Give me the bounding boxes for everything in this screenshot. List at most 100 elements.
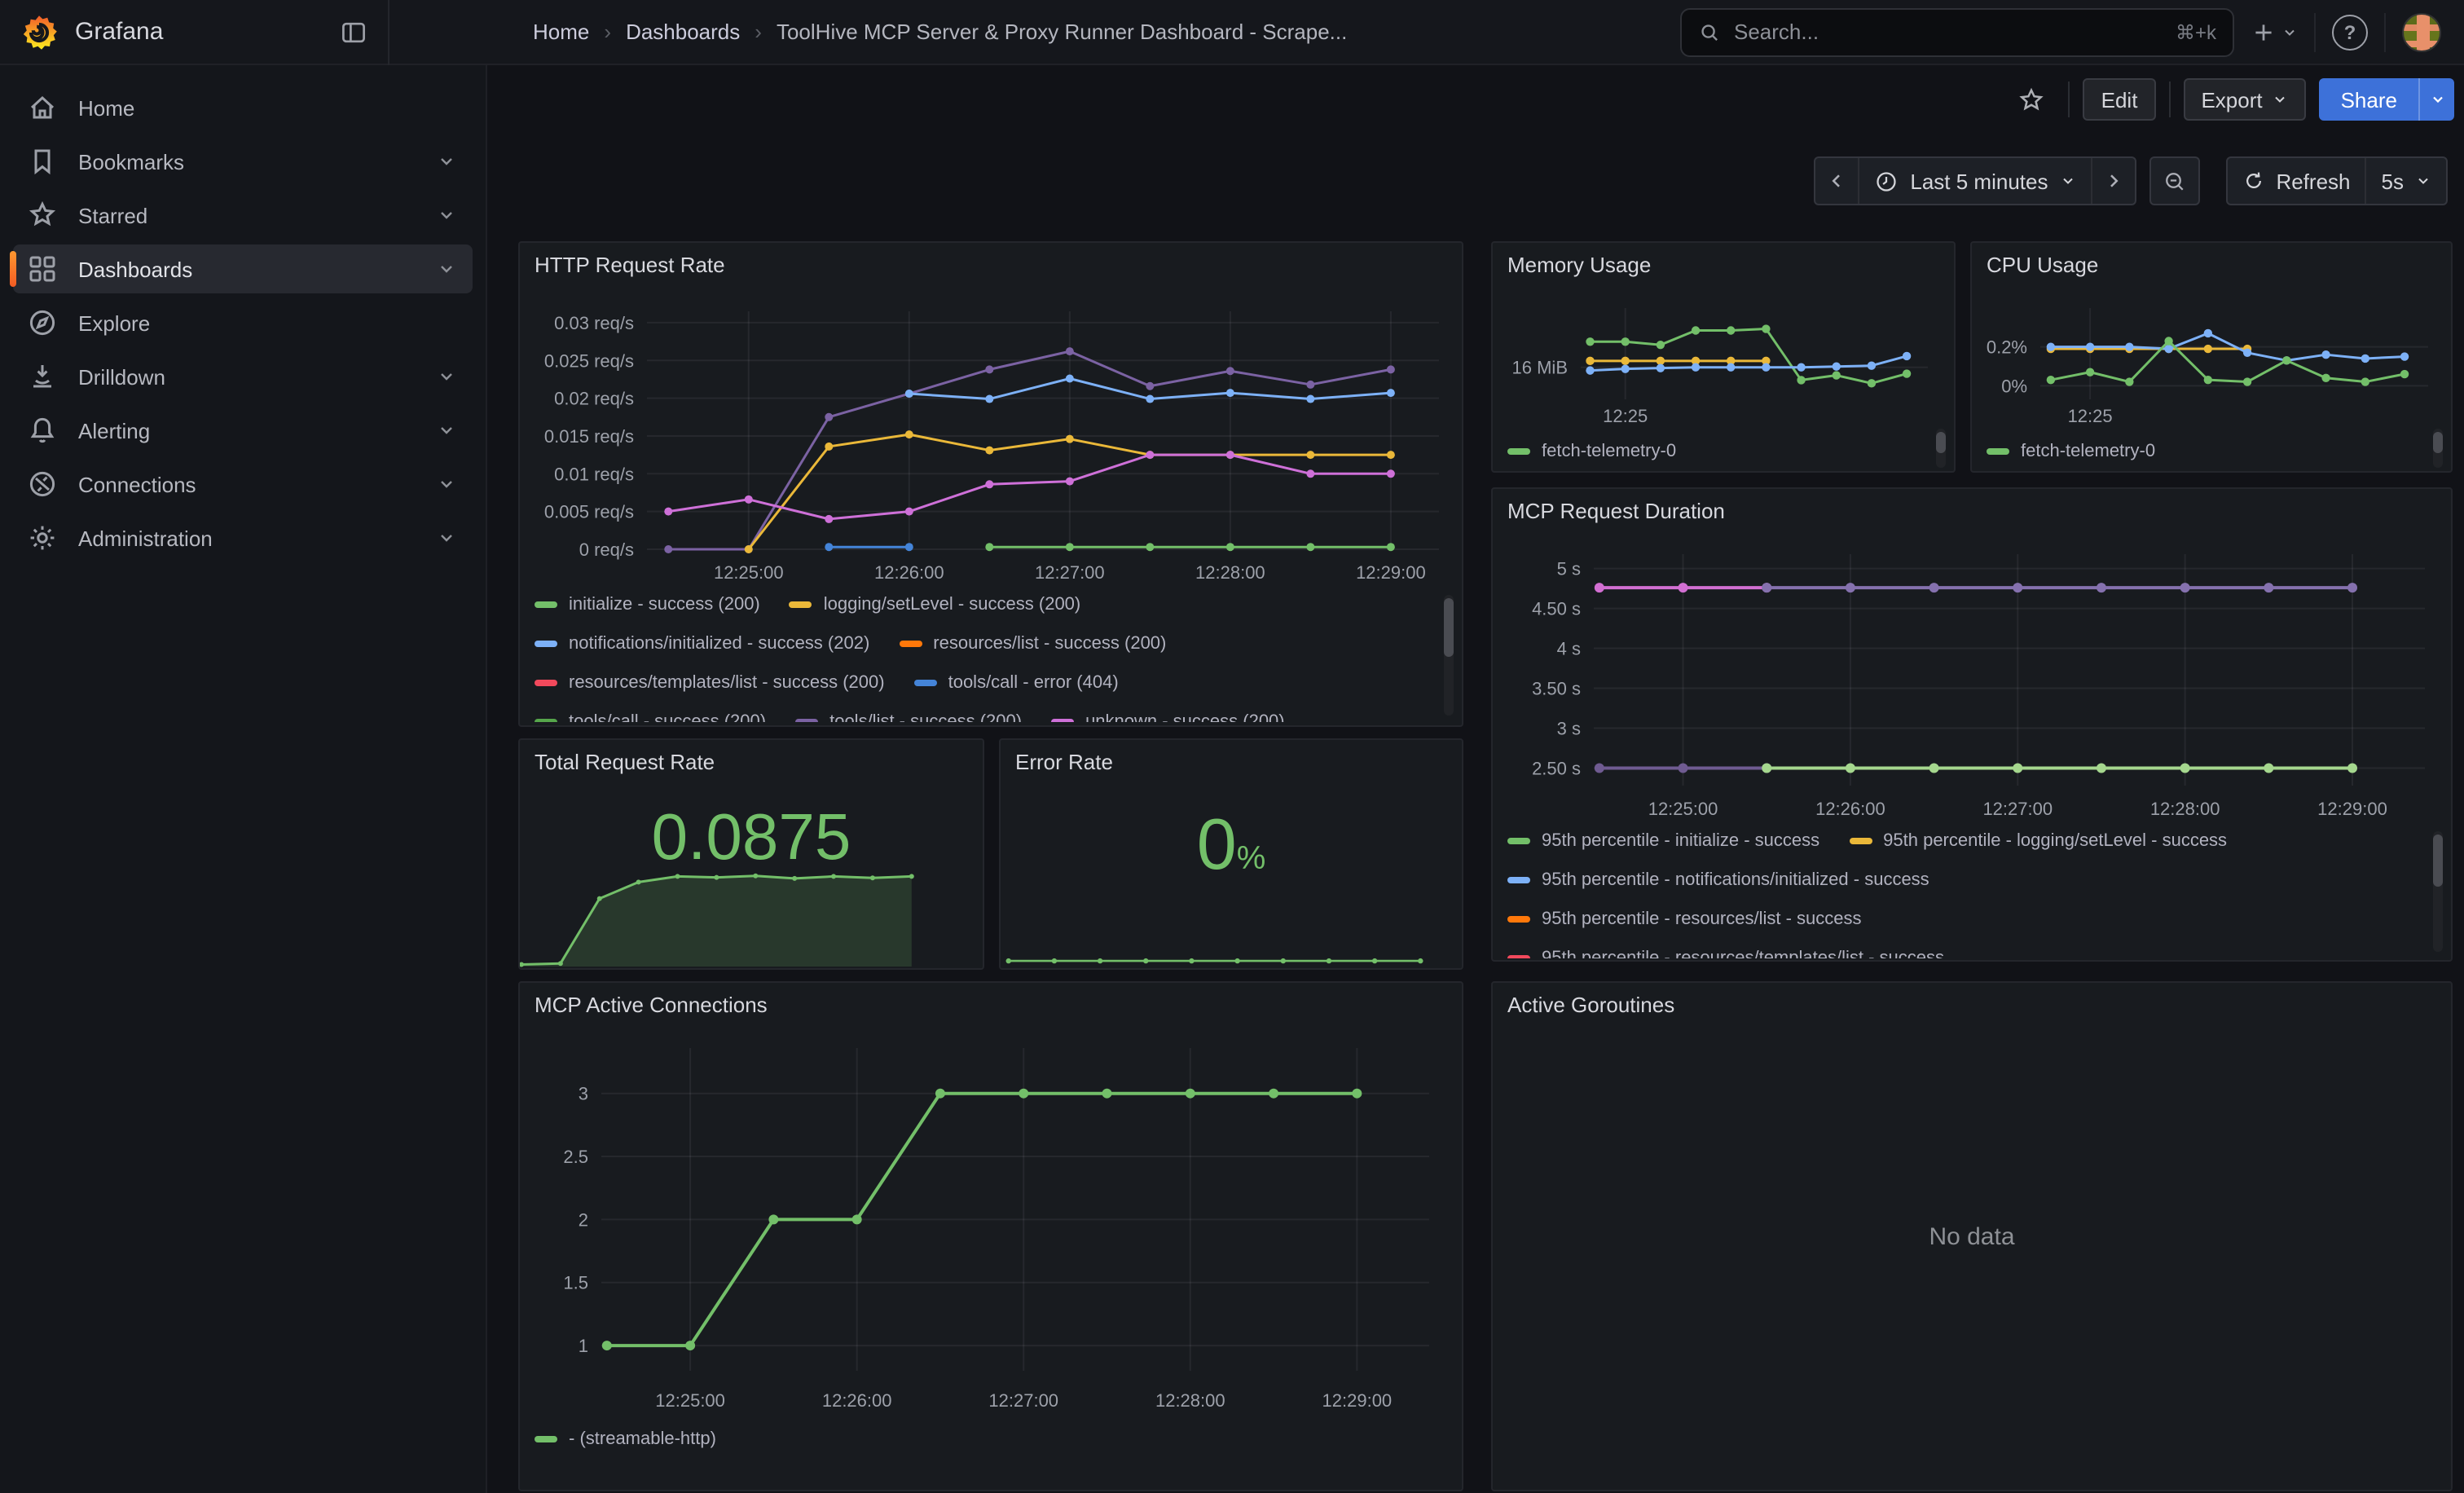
new-dropdown-button[interactable] — [2251, 19, 2298, 45]
legend-swatch — [913, 680, 937, 686]
chevron-down-icon[interactable] — [437, 205, 456, 225]
mcp-active-connections-chart[interactable]: 3 2.5 2 1.5 1 12:25:00 12:26:00 12:27:00 12:28:0… — [533, 1035, 1452, 1416]
legend-row: 95th percentile - resources/list - succe… — [1507, 906, 2420, 932]
dashboard-controls: Edit Export Share — [2007, 75, 2454, 124]
panel-title[interactable]: Active Goroutines — [1507, 993, 1675, 1017]
dock-sidebar-toggle[interactable] — [329, 7, 378, 56]
share-button[interactable]: Share — [2319, 78, 2418, 121]
legend-item[interactable]: notifications/initialized - success (202… — [535, 634, 869, 654]
chevron-down-icon[interactable] — [437, 152, 456, 171]
legend-row: 95th percentile - notifications/initiali… — [1507, 867, 2420, 893]
chevron-down-icon[interactable] — [437, 259, 456, 279]
mcp-request-duration-chart[interactable]: 5 s 4.50 s 4 s 3.50 s 3 s 2.50 s 12:25:00 12:26… — [1506, 538, 2441, 825]
legend-swatch — [1987, 448, 2009, 455]
panel-title[interactable]: MCP Active Connections — [535, 993, 768, 1017]
scrollbar-thumb[interactable] — [2433, 835, 2443, 887]
user-avatar[interactable] — [2402, 12, 2441, 51]
legend-item[interactable]: resources/templates/list - success (200) — [535, 673, 885, 693]
sidebar-item-explore[interactable]: Explore — [13, 298, 473, 347]
panel-title[interactable]: Error Rate — [1015, 750, 1113, 774]
zoom-out-time-button[interactable] — [2150, 158, 2198, 204]
legend-item[interactable]: 95th percentile - initialize - success — [1507, 831, 1819, 851]
http-request-rate-chart[interactable]: 0 req/s 0.005 req/s 0.01 req/s 0.015 req/s 0… — [533, 292, 1452, 588]
help-button[interactable]: ? — [2332, 14, 2368, 50]
legend-item[interactable]: 95th percentile - logging/setLevel - suc… — [1849, 831, 2227, 851]
scrollbar-thumb[interactable] — [2433, 432, 2443, 453]
legend-swatch — [1507, 838, 1530, 844]
sidebar-item-bookmarks[interactable]: Bookmarks — [13, 137, 473, 186]
cpu-legend: fetch-telemetry-0 — [1987, 438, 2378, 468]
panel-title[interactable]: Total Request Rate — [535, 750, 715, 774]
chevron-down-icon[interactable] — [437, 367, 456, 386]
panel-title[interactable]: Memory Usage — [1507, 253, 1652, 277]
zoom-out-group — [2149, 156, 2200, 205]
time-controls: Last 5 minutes Refresh 5s — [1814, 156, 2448, 205]
breadcrumb-dashboards[interactable]: Dashboards — [626, 20, 741, 44]
legend-item[interactable]: resources/list - success (200) — [899, 634, 1166, 654]
gear-icon — [30, 526, 55, 550]
legend-label: 95th percentile - resources/list - succe… — [1542, 909, 1862, 929]
legend-item[interactable]: fetch-telemetry-0 — [1987, 442, 2155, 461]
legend-scrollbar — [2433, 831, 2443, 952]
svg-text:3 s: 3 s — [1557, 718, 1581, 738]
legend-item[interactable]: 95th percentile - resources/list - succe… — [1507, 909, 1862, 929]
compass-icon — [29, 310, 55, 336]
export-button[interactable]: Export — [2183, 78, 2307, 121]
legend-swatch — [535, 1436, 557, 1442]
svg-text:12:25:00: 12:25:00 — [1648, 799, 1718, 819]
search-input[interactable] — [1734, 20, 2163, 44]
panel-title[interactable]: MCP Request Duration — [1507, 499, 1725, 523]
sidebar-item-starred[interactable]: Starred — [13, 191, 473, 240]
chevron-down-icon[interactable] — [437, 474, 456, 494]
sidebar-item-home[interactable]: Home — [13, 83, 473, 132]
refresh-interval-label: 5s — [2381, 169, 2404, 193]
legend-item[interactable]: tools/call - error (404) — [913, 673, 1119, 693]
svg-text:12:29:00: 12:29:00 — [1322, 1390, 1393, 1411]
star-dashboard-button[interactable] — [2007, 75, 2056, 124]
memory-usage-chart[interactable]: 16 MiB 12:25 — [1503, 292, 1947, 432]
share-menu-caret[interactable] — [2418, 78, 2454, 121]
legend-swatch — [1849, 838, 1872, 844]
time-range-picker[interactable]: Last 5 minutes — [1858, 158, 2090, 204]
edit-button[interactable]: Edit — [2083, 78, 2156, 121]
refresh-group: Refresh 5s — [2225, 156, 2448, 205]
legend-label: logging/setLevel - success (200) — [823, 595, 1081, 614]
scrollbar-thumb[interactable] — [1936, 432, 1946, 453]
legend-item[interactable]: 95th percentile - notifications/initiali… — [1507, 870, 1929, 890]
total-request-rate-sparkline[interactable] — [520, 831, 984, 968]
scrollbar-thumb[interactable] — [1444, 598, 1454, 657]
legend-item[interactable]: logging/setLevel - success (200) — [789, 595, 1081, 614]
legend-swatch — [1051, 719, 1075, 722]
legend-item[interactable]: tools/call - success (200) — [535, 712, 766, 722]
error-rate-value: 0% — [1001, 805, 1462, 887]
sidebar-item-administration[interactable]: Administration — [13, 513, 473, 562]
svg-text:12:28:00: 12:28:00 — [1195, 562, 1265, 583]
time-shift-forward-button[interactable] — [2090, 158, 2134, 204]
legend-item[interactable]: fetch-telemetry-0 — [1507, 442, 1676, 461]
chevron-down-icon[interactable] — [437, 528, 456, 548]
legend-item[interactable]: initialize - success (200) — [535, 595, 760, 614]
sidebar-item-drilldown[interactable]: Drilldown — [13, 352, 473, 401]
sidebar-item-dashboards[interactable]: Dashboards — [10, 244, 473, 293]
refresh-interval-dropdown[interactable]: 5s — [2365, 158, 2446, 204]
error-rate-sparkline[interactable] — [1002, 942, 1463, 965]
legend-item[interactable]: unknown - success (200) — [1051, 712, 1285, 722]
refresh-button[interactable]: Refresh — [2227, 158, 2365, 204]
legend-item[interactable]: tools/list - success (200) — [795, 712, 1022, 722]
breadcrumb-home[interactable]: Home — [533, 20, 590, 44]
magnifier-minus-icon — [2165, 172, 2184, 190]
legend-item[interactable]: - (streamable-http) — [535, 1429, 716, 1449]
legend-row: fetch-telemetry-0 — [1507, 438, 1899, 465]
time-shift-back-button[interactable] — [1815, 158, 1858, 204]
grafana-logo-icon — [23, 15, 57, 49]
cpu-usage-chart[interactable]: 0.2% 0% 12:25 — [1982, 292, 2444, 432]
brand-name: Grafana — [75, 18, 164, 46]
legend-item[interactable]: 95th percentile - resources/templates/li… — [1507, 949, 1944, 958]
sidebar-item-alerting[interactable]: Alerting — [13, 406, 473, 455]
svg-text:0.005 req/s: 0.005 req/s — [544, 502, 634, 522]
panel-title[interactable]: HTTP Request Rate — [535, 253, 725, 277]
panel-title[interactable]: CPU Usage — [1987, 253, 2099, 277]
chevron-down-icon[interactable] — [437, 421, 456, 440]
legend-row-clipped: 95th percentile - resources/templates/li… — [1507, 945, 2420, 958]
sidebar-item-connections[interactable]: Connections — [13, 460, 473, 509]
